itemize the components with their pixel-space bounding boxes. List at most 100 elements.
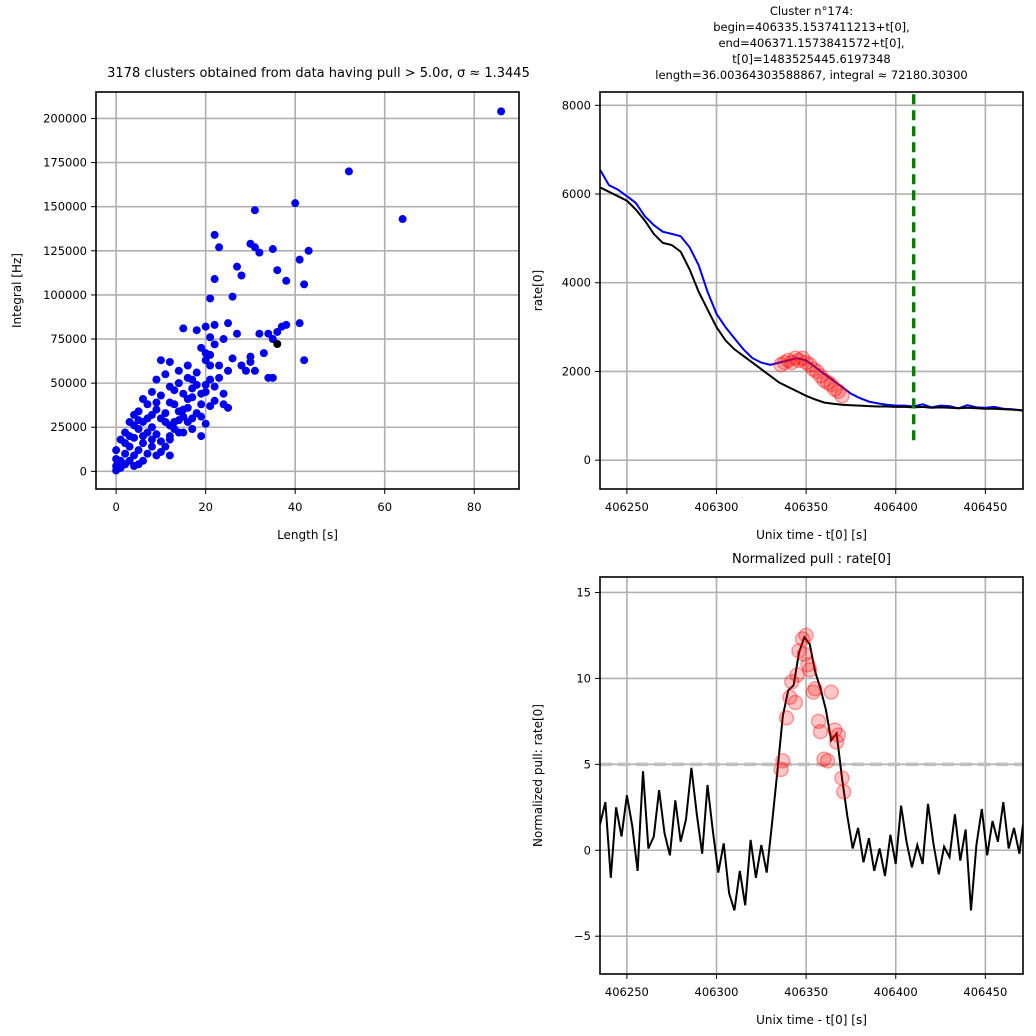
scatter-point	[206, 375, 215, 384]
axes-frame	[95, 91, 520, 490]
cluster-marker	[794, 631, 811, 647]
cluster-marker	[782, 689, 798, 706]
x-axis-label: Length [s]	[277, 528, 338, 542]
cluster-marker	[805, 361, 822, 377]
scatter-point	[165, 357, 174, 366]
cluster-marker	[773, 357, 789, 373]
cluster-marker	[791, 643, 807, 659]
scatter-point	[241, 366, 250, 375]
y-tick-label: 5	[584, 757, 591, 771]
scatter-points	[112, 107, 506, 475]
scatter-point	[219, 335, 228, 344]
scatter-point	[215, 361, 224, 370]
y-tick-label: 75000	[50, 332, 87, 346]
chart-title: Normalized pull : rate[0]	[732, 552, 891, 567]
y-tick-label: 4000	[562, 276, 591, 290]
x-tick-label: 40	[288, 500, 303, 514]
scatter-point	[188, 414, 197, 423]
cluster-marker	[816, 751, 832, 767]
y-tick-label: 200000	[43, 111, 87, 125]
scatter-point	[210, 275, 219, 284]
cluster-marker	[791, 352, 807, 369]
scatter-point	[183, 361, 192, 370]
x-tick-label: 0	[112, 500, 119, 514]
scatter-point	[152, 430, 161, 439]
x-axis-label: Unix time - t[0] [s]	[756, 528, 867, 542]
scatter-point	[130, 421, 139, 430]
cluster-marker	[773, 761, 789, 778]
scatter-point	[139, 432, 147, 441]
scatter-point	[233, 329, 241, 338]
scatter-point	[156, 447, 165, 456]
cluster-marker	[776, 354, 793, 371]
scatter-point	[300, 356, 309, 365]
y-tick-label: 25000	[50, 420, 87, 434]
scatter-point	[197, 412, 206, 421]
scatter-point	[192, 380, 201, 389]
scatter-point	[201, 380, 210, 389]
x-tick-label: 80	[467, 500, 482, 514]
chart-title-line: begin=406335.1537411213+t[0],	[713, 20, 910, 34]
rate-panel: 406250 406300 406350 406400 406450 0 2000 4000 6…	[531, 4, 1024, 542]
scatter-point	[273, 327, 282, 336]
scatter-point	[210, 230, 219, 239]
rate-series-line	[600, 186, 1023, 412]
x-tick-label: 20	[198, 500, 213, 514]
cluster-marker	[780, 352, 796, 369]
x-tick-label: 406350	[784, 985, 828, 999]
cluster-marker	[819, 374, 836, 391]
scatter-point	[165, 451, 174, 460]
scatter-point	[268, 245, 277, 254]
scatter-point	[130, 451, 139, 460]
cluster-marker	[834, 770, 850, 786]
scatter-point	[121, 439, 130, 448]
scatter-point	[170, 400, 179, 409]
scatter-point	[179, 389, 188, 398]
scatter-point	[277, 322, 286, 331]
scatter-point	[210, 340, 219, 349]
y-tick-label: 0	[584, 843, 591, 857]
scatter-point	[179, 324, 188, 333]
cluster-marker	[809, 363, 825, 380]
scatter-point	[206, 361, 215, 370]
x-tick-label: 406300	[695, 985, 739, 999]
scatter-point	[255, 248, 264, 257]
scatter-point	[156, 356, 165, 365]
scatter-point	[224, 403, 233, 412]
scatter-point	[192, 326, 201, 335]
scatter-point	[291, 199, 300, 208]
scatter-point	[179, 412, 188, 421]
cluster-marker	[798, 627, 814, 644]
scatter-point	[228, 354, 237, 363]
cluster-marker	[800, 656, 816, 673]
scatter-point	[250, 243, 259, 252]
scatter-point	[183, 373, 192, 382]
scatter-point	[147, 442, 156, 451]
scatter-point	[273, 266, 282, 275]
cluster-marker	[823, 377, 839, 393]
highlighted-cluster-point	[273, 339, 282, 348]
scatter-point	[134, 446, 143, 455]
scatter-point	[246, 357, 255, 366]
scatter-point	[143, 449, 152, 458]
cluster-marker	[810, 713, 827, 730]
scatter-point	[170, 417, 179, 426]
scatter-point	[268, 373, 277, 382]
scatter-point	[174, 379, 183, 388]
cluster-marker	[796, 646, 813, 663]
pull-panel: 406250 406300 406350 406400 406450 −5 0 5 10 15 Un…	[531, 552, 1024, 1027]
cluster-marker	[834, 388, 850, 404]
scatter-point	[183, 395, 192, 404]
scatter-point	[130, 410, 139, 419]
scatter-point	[197, 432, 206, 441]
cluster-marker	[794, 350, 811, 366]
scatter-point	[112, 446, 121, 455]
cluster-marker	[801, 662, 818, 678]
scatter-point	[224, 319, 233, 328]
scatter-point	[300, 280, 309, 289]
scatter-point	[304, 246, 313, 255]
scatter-point	[344, 167, 353, 176]
y-tick-label: 50000	[50, 376, 87, 390]
scatter-point	[125, 432, 134, 441]
